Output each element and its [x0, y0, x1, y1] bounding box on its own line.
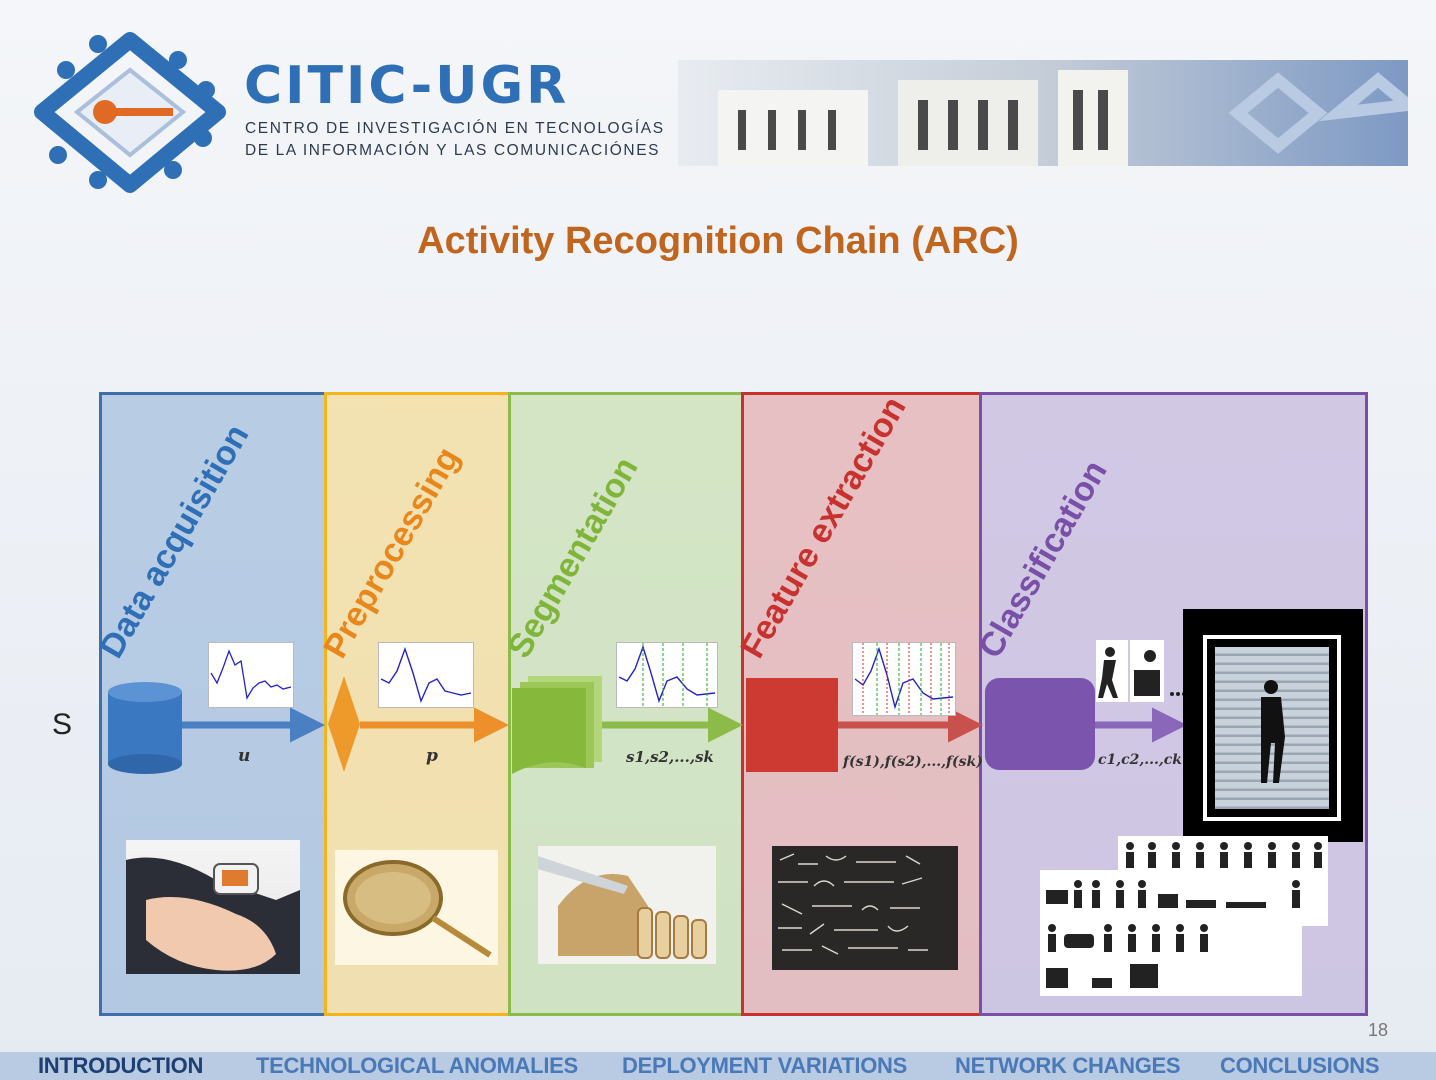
human-activities-pictograms — [1040, 836, 1328, 996]
nav-item-deployment-variations[interactable]: DEPLOYMENT VARIATIONS — [622, 1053, 908, 1078]
output-label-features: f(s1),f(s2),...,f(sk) — [843, 754, 983, 770]
output-label-u: u — [238, 746, 251, 766]
output-label-segments: s1,s2,...,sk — [626, 748, 714, 766]
database-icon — [108, 682, 182, 774]
feature-extraction-block — [746, 678, 838, 772]
brand-name: CITIC-UGR — [244, 56, 570, 116]
slide-title: Activity Recognition Chain (ARC) — [417, 220, 1019, 262]
page-number: 18 — [1368, 1020, 1389, 1040]
brand-subtitle-line1: CENTRO DE INVESTIGACIÓN EN TECNOLOGÍAS — [245, 120, 665, 137]
flow-arrows — [180, 707, 1187, 743]
preprocessing-diamond-icon — [328, 676, 360, 772]
strainer-sieve-photo — [335, 850, 498, 965]
nav-item-network-changes[interactable]: NETWORK CHANGES — [955, 1053, 1181, 1078]
math-formulas-chalkboard-photo — [772, 846, 958, 970]
filtered-signal-plot — [378, 642, 474, 708]
wristwatch-sensor-photo — [126, 840, 300, 974]
navigation-bar — [0, 1052, 1436, 1080]
stairs-walking-photo — [1183, 609, 1363, 842]
input-label: S — [52, 708, 73, 741]
activity-icons-small — [1096, 640, 1186, 702]
citic-logo-icon — [34, 32, 226, 193]
classification-block — [985, 678, 1095, 770]
feature-signal-plot — [852, 642, 956, 716]
nav-item-technological-anomalies[interactable]: TECHNOLOGICAL ANOMALIES — [256, 1053, 578, 1078]
segmented-signal-plot — [616, 642, 718, 708]
segmentation-stack-icon — [512, 676, 602, 774]
nav-item-introduction[interactable]: INTRODUCTION — [38, 1053, 204, 1078]
brand-subtitle-line2: DE LA INFORMACIÓN Y LAS COMUNICACIÓNES — [245, 142, 661, 159]
header-building-photo — [678, 60, 1408, 166]
output-label-p: p — [426, 746, 438, 766]
sliced-bread-photo — [534, 846, 716, 964]
raw-signal-plot — [208, 642, 294, 708]
nav-item-conclusions[interactable]: CONCLUSIONS — [1220, 1053, 1380, 1078]
output-label-classes: c1,c2,...,ck — [1098, 752, 1182, 768]
